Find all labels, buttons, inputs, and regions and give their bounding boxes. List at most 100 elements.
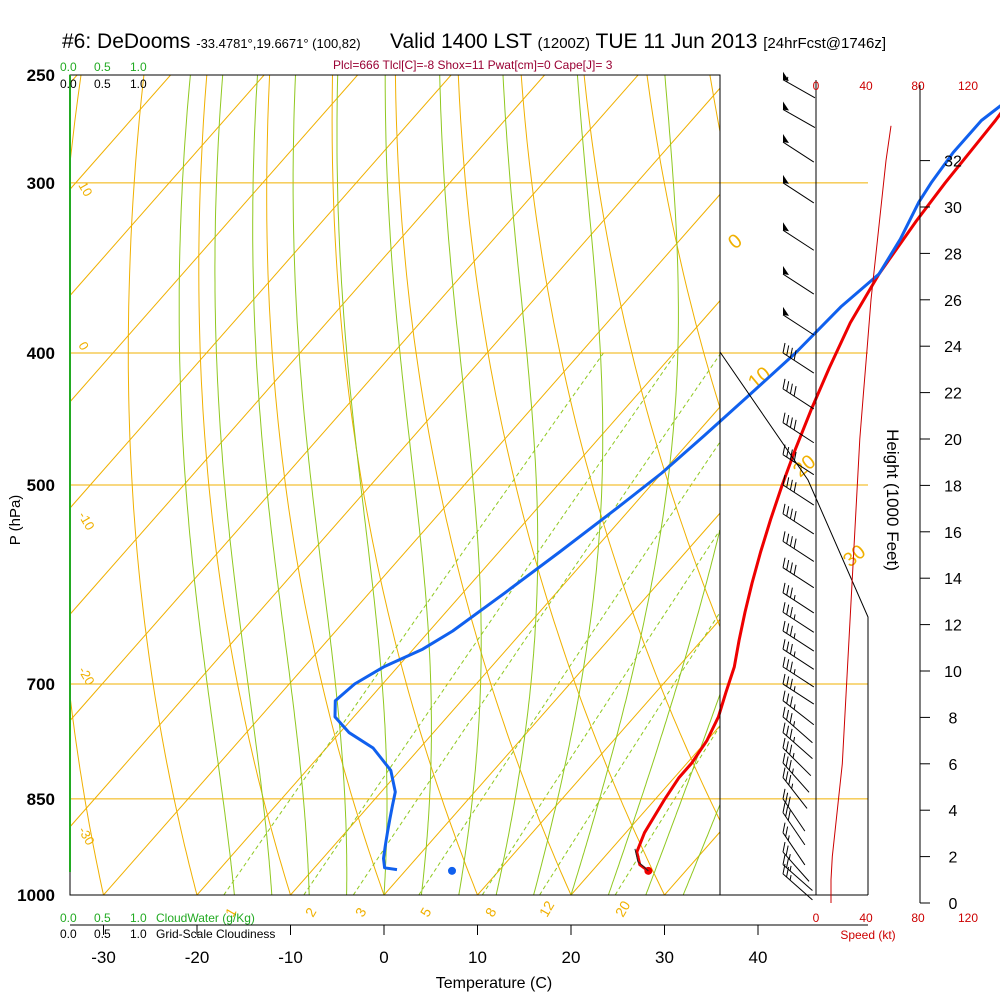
wind-barb <box>783 175 814 203</box>
x-tick-label: 40 <box>749 948 768 967</box>
wind-barb-staff <box>783 485 814 505</box>
wind-barb-full <box>789 775 791 785</box>
wind-barb <box>783 266 814 294</box>
y-tick-label: 500 <box>27 476 55 495</box>
wind-barb-staff <box>783 514 814 534</box>
wind-barb-half <box>790 875 791 880</box>
x-tick-label: -30 <box>91 948 116 967</box>
wind-barb <box>783 72 815 98</box>
wind-barb-full <box>783 621 785 631</box>
wind-barb-half <box>794 651 795 656</box>
cloud-water-label: CloudWater (g/Kg) <box>156 911 255 925</box>
wind-barb-full <box>794 565 796 575</box>
wind-barb-full <box>786 757 788 767</box>
cloud-scale-top-black: 0.0 <box>60 77 77 91</box>
wind-barb-staff <box>783 109 815 127</box>
wind-barb <box>783 558 814 588</box>
station-coords: -33.4781°,19.6671° (100,82) <box>196 36 360 51</box>
wind-barb <box>783 475 814 505</box>
wind-barb-full <box>790 644 792 654</box>
wind-barb <box>783 768 807 809</box>
wind-barb-staff <box>783 541 814 561</box>
x-tick-label: 0 <box>379 948 388 967</box>
height-tick-label: 26 <box>944 293 962 310</box>
wind-barb-full <box>787 676 789 686</box>
wind-barb-full <box>788 810 790 820</box>
cloud-scale-bottom-black: 0.0 <box>60 927 77 941</box>
valid-time-title: Valid 1400 LST (1200Z) TUE 11 Jun 2013 [… <box>390 30 886 54</box>
cloud-scale-top-green: 1.0 <box>130 60 147 74</box>
wind-barb-staff <box>783 142 814 162</box>
wind-barb-flag <box>783 175 789 184</box>
wind-barb-full <box>790 417 792 427</box>
cloud-scale-bottom-green: 1.0 <box>130 911 147 925</box>
wind-barb-full <box>783 531 785 541</box>
wind-barb-full <box>790 662 792 672</box>
wind-barb-half <box>788 835 789 840</box>
wind-barb-full <box>783 558 785 568</box>
wind-barb-full <box>783 789 785 799</box>
isotherm-label: -10 <box>75 509 97 533</box>
wind-barb-staff <box>783 568 814 588</box>
wind-barb-flag <box>783 72 789 81</box>
wind-barb-full <box>787 477 789 487</box>
y-tick-label: 700 <box>27 675 55 694</box>
y-tick-label: 1000 <box>17 886 55 905</box>
wind-barb-full <box>783 504 785 514</box>
isotherm-label: -30 <box>75 824 97 848</box>
mixing-ratio-label: 20 <box>612 898 634 920</box>
mixing-ratio-label: 12 <box>536 898 558 920</box>
wind-barb <box>783 307 814 335</box>
isotherm-label-right: 30 <box>839 541 870 572</box>
wind-barb-full <box>790 509 792 519</box>
wind-barb-full <box>787 710 789 720</box>
wind-barb-full <box>787 415 789 425</box>
wind-barb-full <box>787 623 789 633</box>
cloud-scale-bottom-green: 0.5 <box>94 911 111 925</box>
height-tick-label: 8 <box>949 710 958 727</box>
wind-barb-full <box>794 420 796 430</box>
wind-barb-half <box>794 686 795 691</box>
wind-barb-full <box>787 506 789 516</box>
wind-barb-full <box>786 741 788 751</box>
mixing-ratio-line <box>304 353 676 895</box>
isotherm-label: 10 <box>75 179 95 199</box>
wind-barb-full <box>787 560 789 570</box>
forecast-info: [24hrFcst@1746z] <box>763 35 886 52</box>
wind-barb-full <box>783 842 785 852</box>
height-tick-label: 18 <box>944 478 962 495</box>
wind-barb-full <box>783 379 785 389</box>
wind-barb-full <box>783 639 785 649</box>
cloud-scale-top-black: 0.5 <box>94 77 111 91</box>
zulu-time: (1200Z) <box>538 35 591 52</box>
wind-barb-half <box>792 784 793 789</box>
wind-barb-full <box>783 768 785 778</box>
wind-barb <box>783 134 814 162</box>
wind-barb <box>783 531 814 561</box>
wind-barb-full <box>783 674 785 684</box>
wind-barb-staff <box>783 230 814 250</box>
y-tick-label: 850 <box>27 790 55 809</box>
wind-barb <box>783 738 811 776</box>
wind-barb-staff <box>783 183 814 203</box>
height-tick-label: 14 <box>944 571 962 588</box>
wind-barb-half <box>793 753 794 758</box>
wind-barb <box>783 803 805 845</box>
wind-barb-full <box>783 803 785 813</box>
height-tick-label: 4 <box>949 803 958 820</box>
height-axis-label: Height (1000 Feet) <box>883 429 902 571</box>
x-tick-label: -20 <box>185 948 210 967</box>
y-axis-label: P (hPa) <box>7 495 24 546</box>
wind-barb-staff <box>783 80 815 98</box>
height-tick-label: 30 <box>944 200 962 217</box>
wind-barb <box>783 101 815 127</box>
isotherm-label-right: 0 <box>724 230 747 254</box>
wind-barb-full <box>787 381 789 391</box>
wind-barb <box>783 504 814 534</box>
dry-adiabat-line <box>962 75 1000 895</box>
speed-tick-top: 0 <box>813 79 820 93</box>
